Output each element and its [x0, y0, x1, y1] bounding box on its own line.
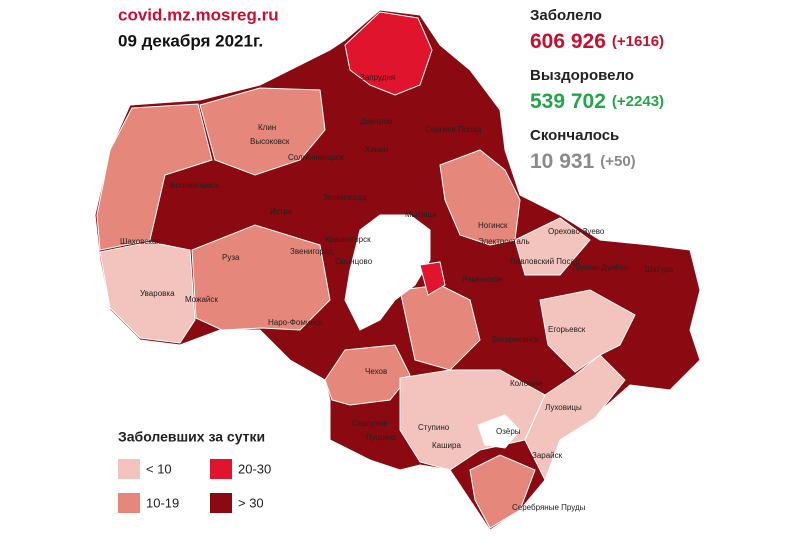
stat-label: Скончалось — [530, 127, 619, 144]
place-label: Солнечногорск — [288, 153, 344, 162]
district — [199, 87, 326, 176]
stat-delta: (+1616) — [612, 33, 664, 50]
place-label: Пущино — [366, 433, 396, 442]
district — [99, 241, 196, 344]
stat-value: 539 702 — [530, 90, 606, 113]
district — [191, 224, 331, 331]
date: 09 декабря 2021г. — [118, 31, 263, 50]
place-label: Истра — [270, 207, 293, 216]
district — [96, 103, 213, 251]
place-label: Волоколамск — [170, 181, 219, 190]
stat-value: 606 926 — [530, 30, 606, 53]
legend: < 10 10-19 20-30 > 30 — [118, 459, 271, 513]
stat-value: 10 931 — [530, 150, 595, 173]
place-labels: Запрудня Клин Высоковск Солнечногорск Дмитро… — [120, 73, 674, 512]
district — [469, 454, 536, 529]
place-label: Можайск — [185, 295, 218, 304]
place-label: Запрудня — [360, 73, 395, 82]
place-label: Звенигород — [290, 247, 333, 256]
legend-label: 20-30 — [238, 461, 271, 476]
map — [94, 9, 701, 531]
place-label: Руза — [222, 253, 240, 262]
stat-delta: (+50) — [600, 153, 635, 170]
district — [524, 354, 626, 482]
place-label: Наро-Фоминск — [268, 318, 323, 327]
stat-label: Заболело — [530, 7, 602, 24]
source: covid.mz.mosreg.ru — [118, 5, 279, 24]
stats: Заболело 606 926 (+1616) Выздоровело 539 702… — [530, 7, 664, 173]
district — [539, 289, 636, 373]
legend-label: > 30 — [238, 495, 264, 510]
stat-label: Выздоровело — [530, 67, 634, 84]
place-label: Кашира — [432, 441, 461, 450]
stat-line: 539 702 (+2243) — [530, 90, 664, 113]
moscow — [344, 214, 431, 331]
place-label: Серебряные Пруды — [512, 503, 586, 512]
place-label: Ногинск — [478, 221, 508, 230]
stat-line: 606 926 (+1616) — [530, 30, 664, 53]
place-label: Коломна — [510, 379, 543, 388]
place-label: Дмитров — [360, 117, 392, 126]
legend-swatch — [118, 459, 140, 479]
place-label: Егорьевск — [548, 325, 586, 334]
place-label: Воскресенск — [492, 335, 539, 344]
stat-delta: (+2243) — [612, 93, 664, 110]
legend-label: < 10 — [146, 461, 172, 476]
place-label: Зеленоград — [323, 193, 367, 202]
district — [344, 11, 433, 96]
place-label: Клин — [258, 123, 276, 132]
place-label: Орехово-Зуево — [548, 227, 605, 236]
place-label: Сергиев Посад — [425, 125, 482, 134]
place-label: Серпухов — [352, 419, 388, 428]
district — [477, 414, 521, 449]
district — [419, 261, 446, 296]
place-label: Чехов — [365, 367, 387, 376]
stat-line: 10 931 (+50) — [530, 150, 636, 173]
legend-title: Заболевших за сутки — [118, 429, 265, 445]
legend-swatch — [210, 493, 232, 513]
place-label: Зарайск — [532, 451, 563, 460]
place-label: Химки — [365, 145, 388, 154]
place-label: Ликино-Дулёво — [572, 263, 629, 272]
place-label: Высоковск — [250, 137, 290, 146]
place-label: Мытищи — [405, 210, 437, 219]
place-label: Озёры — [496, 427, 521, 436]
place-label: Электросталь — [478, 237, 530, 246]
legend-swatch — [118, 493, 140, 513]
place-label: Одинцово — [335, 257, 373, 266]
district — [514, 217, 591, 276]
place-label: Красногорск — [325, 235, 371, 244]
place-label: Уваровка — [140, 289, 175, 298]
place-label: Ступино — [418, 423, 450, 432]
place-label: Шатура — [645, 265, 674, 274]
legend-swatch — [210, 459, 232, 479]
place-label: Луховицы — [545, 403, 582, 412]
place-label: Шаховская — [120, 237, 161, 246]
place-label: Павловский Посад — [510, 257, 580, 266]
legend-label: 10-19 — [146, 495, 179, 510]
place-label: Раменское — [462, 275, 503, 284]
